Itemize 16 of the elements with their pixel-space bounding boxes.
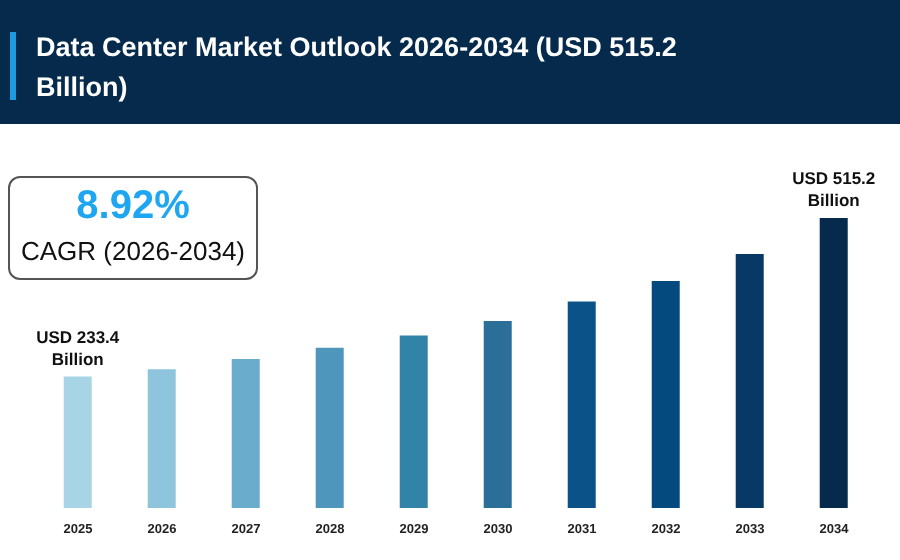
annotation: 8.92% <box>74 182 192 230</box>
data-label: USD 233.4 Billion <box>36 326 120 369</box>
bar <box>819 218 848 508</box>
bar <box>231 359 260 508</box>
bar <box>651 280 680 508</box>
bar <box>315 347 344 508</box>
bar <box>399 335 428 508</box>
cagr-box: 8.92% CAGR (2026-2034) <box>8 176 258 280</box>
bar <box>63 376 92 508</box>
bar <box>567 301 596 508</box>
bar <box>483 320 512 508</box>
annotation: CAGR (2026-2034) <box>19 234 247 270</box>
bar <box>147 369 176 508</box>
data-label: USD 515.2 Billion <box>792 168 876 210</box>
bar <box>735 254 764 508</box>
chart-title: Data Center Market Outlook 2026-2034 (USD 515.2 Billion) <box>36 30 679 106</box>
